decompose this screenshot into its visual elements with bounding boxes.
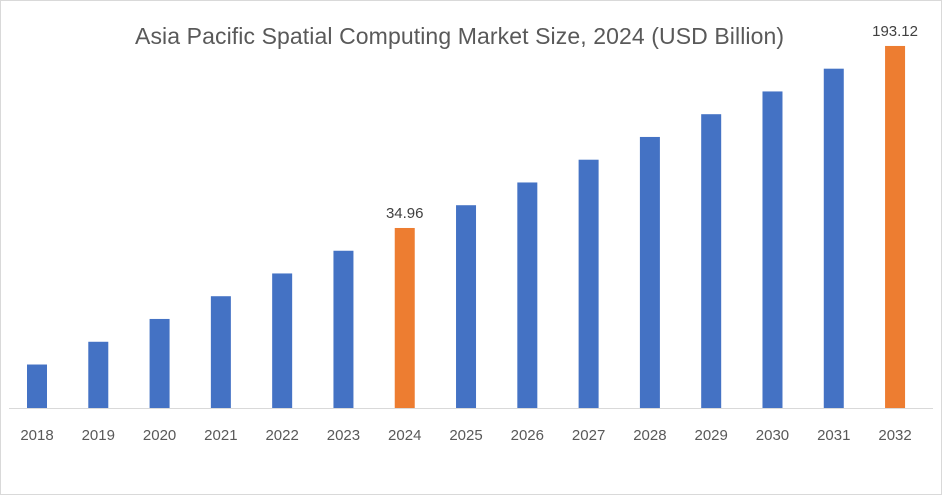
x-tick-label-2025: 2025 [449,427,482,444]
data-label-2024: 34.96 [386,205,424,222]
x-tick-label-2023: 2023 [327,427,360,444]
x-tick-label-2024: 2024 [388,427,421,444]
bar-2021 [210,296,231,408]
x-tick-label-2022: 2022 [265,427,298,444]
x-tick-label-2029: 2029 [695,427,728,444]
x-tick-label-2021: 2021 [204,427,237,444]
x-tick-label-2028: 2028 [633,427,666,444]
bar-2020 [149,318,170,408]
bar-2029 [701,114,722,408]
bar-2028 [639,136,660,409]
bar-2030 [762,91,783,408]
bar-2024 [394,227,415,408]
x-tick-label-2026: 2026 [511,427,544,444]
bar-2032 [885,45,906,408]
x-tick-label-2030: 2030 [756,427,789,444]
bar-2031 [823,68,844,408]
chart-title: Asia Pacific Spatial Computing Market Si… [135,23,785,49]
bar-2027 [578,159,599,408]
bar-2023 [333,250,354,408]
x-tick-label-2020: 2020 [143,427,176,444]
bar-2022 [272,273,293,408]
data-label-2032: 193.12 [872,23,918,40]
bar-2018 [27,364,47,408]
x-tick-label-2032: 2032 [878,427,911,444]
bar-2026 [517,182,538,408]
x-tick-label-2019: 2019 [82,427,115,444]
x-tick-label-2027: 2027 [572,427,605,444]
bar-2025 [456,205,477,408]
x-tick-label-2031: 2031 [817,427,850,444]
x-tick-label-2018: 2018 [20,427,53,444]
bar-2019 [88,341,109,408]
